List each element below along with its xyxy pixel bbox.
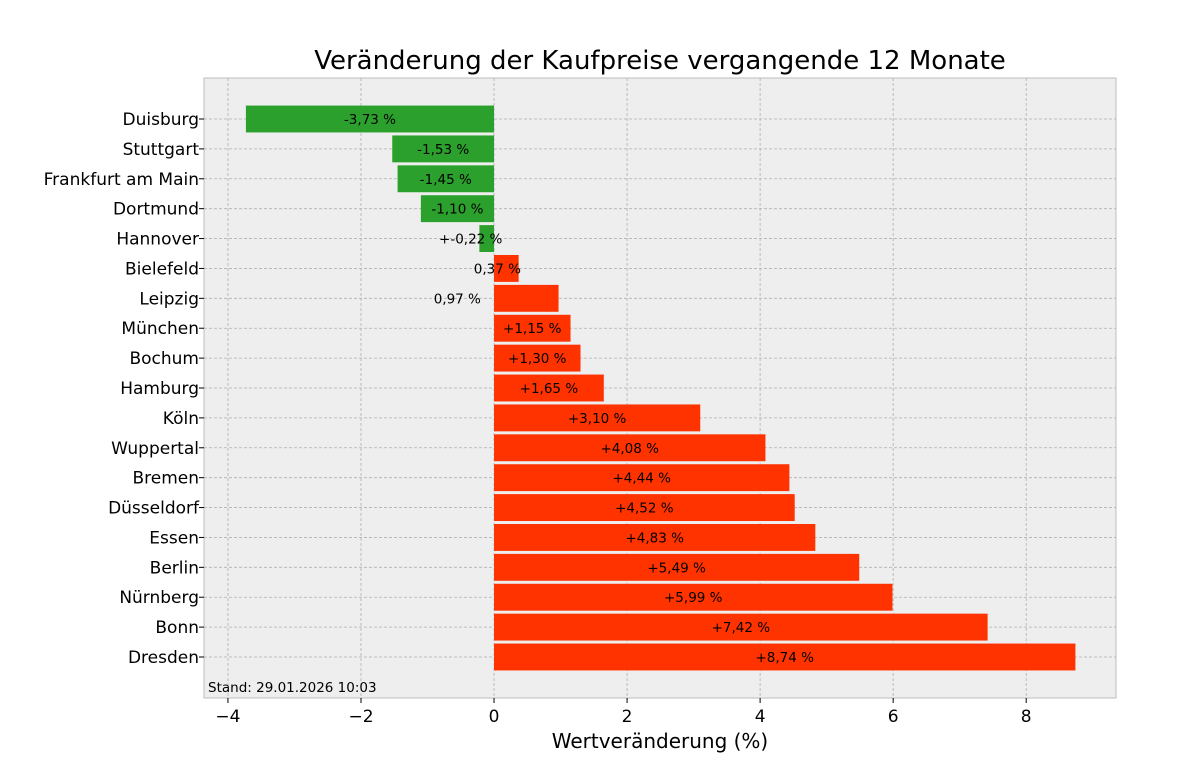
bar (494, 374, 604, 402)
bar-data-label: +4,44 % (612, 471, 671, 487)
bar (397, 165, 495, 193)
x-tick-label: 8 (1021, 707, 1032, 727)
y-tick-label: Bochum (129, 349, 199, 369)
bar (494, 434, 766, 462)
bar-data-label: +1,15 % (503, 321, 562, 337)
timestamp-annotation: Stand: 29.01.2026 10:03 (208, 680, 377, 696)
chart-title: Veränderung der Kaufpreise vergangende 1… (314, 46, 1006, 76)
bar-data-label: +5,99 % (664, 590, 723, 606)
y-tick-label: Duisburg (123, 110, 200, 130)
y-tick-label: Nürnberg (119, 588, 199, 608)
y-tick-label: Bonn (155, 618, 199, 638)
y-tick-label: Bremen (132, 469, 199, 489)
bar (245, 105, 495, 133)
bar (494, 284, 559, 312)
bar (494, 314, 571, 342)
bar-data-label: +1,30 % (508, 351, 567, 367)
bar (494, 583, 893, 611)
bar (494, 344, 581, 372)
x-tick-label: −4 (215, 707, 240, 727)
y-tick-label: Köln (163, 409, 199, 429)
x-axis-label: Wertveränderung (%) (552, 729, 769, 753)
bar-data-label: 0,37 % (474, 261, 521, 277)
bar (494, 643, 1076, 671)
y-tick-label: Hannover (116, 230, 199, 250)
bar (494, 553, 860, 581)
x-axis: −4 −2 0 2 4 6 8 (215, 698, 1032, 727)
bar (494, 254, 519, 282)
bar (494, 464, 790, 492)
bar-data-label: +4,52 % (615, 501, 674, 517)
x-tick-label: 0 (489, 707, 500, 727)
bars (245, 105, 1076, 671)
bar-data-label: +5,49 % (647, 560, 706, 576)
bar-data-label: +4,83 % (625, 530, 684, 546)
bar-data-label: +8,74 % (755, 650, 814, 666)
x-tick-label: −2 (348, 707, 373, 727)
y-tick-label: Düsseldorf (108, 499, 200, 519)
y-tick-label: Leipzig (139, 289, 199, 309)
x-tick-label: 2 (622, 707, 633, 727)
bar-data-label: 0,97 % (434, 291, 481, 307)
bar-data-label: -1,53 % (417, 142, 469, 158)
bar-data-label: +1,65 % (520, 381, 579, 397)
y-tick-label: Hamburg (120, 379, 199, 399)
y-tick-label: Wuppertal (111, 439, 199, 459)
bar-data-label: +4,08 % (600, 441, 659, 457)
bar-data-labels: -3,73 % -1,53 % -1,45 % -1,10 % +-0,22 % 0,37… (344, 112, 814, 666)
y-tick-label: Berlin (150, 558, 199, 578)
y-tick-label: München (121, 319, 199, 339)
y-tick-label: Bielefeld (125, 259, 199, 279)
x-tick-label: 4 (755, 707, 766, 727)
bar-data-label: -1,45 % (420, 172, 472, 188)
y-axis: Duisburg Stuttgart Frankfurt am Main Dortmu… (44, 110, 204, 668)
bar (479, 225, 495, 253)
bar-data-label: +3,10 % (568, 411, 627, 427)
bar-data-label: +-0,22 % (439, 232, 503, 248)
bar-data-label: -3,73 % (344, 112, 396, 128)
bar (494, 494, 795, 522)
bar (392, 135, 495, 163)
bar-data-label: -1,10 % (431, 202, 483, 218)
y-tick-label: Frankfurt am Main (44, 170, 199, 190)
bar (494, 613, 988, 641)
bar (494, 523, 816, 551)
bar (494, 404, 701, 432)
x-tick-label: 6 (888, 707, 899, 727)
y-tick-label: Stuttgart (123, 140, 200, 160)
y-tick-label: Essen (149, 528, 199, 548)
bar-data-label: +7,42 % (712, 620, 771, 636)
y-tick-label: Dresden (128, 648, 199, 668)
bar (420, 195, 495, 223)
y-tick-label: Dortmund (113, 200, 199, 220)
